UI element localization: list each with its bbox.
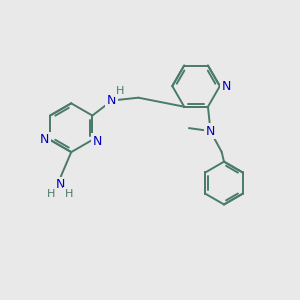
- Text: H: H: [65, 189, 73, 199]
- Text: N: N: [107, 94, 116, 106]
- Text: H: H: [116, 85, 124, 96]
- Text: N: N: [40, 134, 50, 146]
- Text: N: N: [93, 135, 102, 148]
- Text: N: N: [206, 124, 215, 138]
- Text: N: N: [56, 178, 65, 191]
- Text: H: H: [47, 189, 55, 199]
- Text: N: N: [222, 80, 231, 93]
